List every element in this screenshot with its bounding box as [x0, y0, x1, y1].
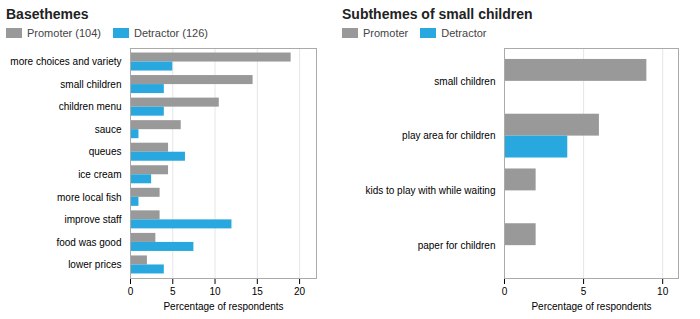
svg-text:small children: small children — [60, 79, 121, 90]
svg-text:5: 5 — [170, 286, 176, 297]
svg-text:Percentage of respondents: Percentage of respondents — [163, 301, 283, 312]
svg-text:improve staff: improve staff — [64, 214, 121, 225]
svg-text:children menu: children menu — [59, 101, 122, 112]
svg-text:play area for children: play area for children — [402, 130, 495, 141]
svg-text:5: 5 — [581, 286, 587, 297]
svg-text:kids to play with while waitin: kids to play with while waiting — [365, 185, 495, 196]
svg-text:sauce: sauce — [95, 124, 122, 135]
html-text:Subthemes of small children: Subthemes of small children — [342, 6, 533, 22]
svg-text:more choices and variety: more choices and variety — [10, 56, 121, 67]
svg-text:queues: queues — [89, 146, 122, 157]
html-text:Detractor (126): Detractor (126) — [134, 27, 208, 39]
svg-text:0: 0 — [128, 286, 134, 297]
html-text:Promoter (104): Promoter (104) — [27, 27, 101, 39]
svg-text:food was good: food was good — [56, 237, 121, 248]
svg-text:more local fish: more local fish — [57, 192, 121, 203]
svg-text:20: 20 — [294, 286, 306, 297]
svg-text:10: 10 — [657, 286, 669, 297]
html-text:Basethemes: Basethemes — [6, 6, 89, 22]
svg-text:small children: small children — [434, 76, 495, 87]
svg-text:15: 15 — [252, 286, 264, 297]
svg-text:paper for children: paper for children — [418, 240, 496, 251]
html-text:Detractor: Detractor — [441, 27, 487, 39]
svg-text:0: 0 — [502, 286, 508, 297]
svg-text:Percentage of respondents: Percentage of respondents — [531, 301, 651, 312]
html-text:Promoter: Promoter — [363, 27, 409, 39]
svg-text:ice cream: ice cream — [78, 169, 121, 180]
svg-text:lower prices: lower prices — [68, 259, 121, 270]
svg-text:10: 10 — [209, 286, 221, 297]
